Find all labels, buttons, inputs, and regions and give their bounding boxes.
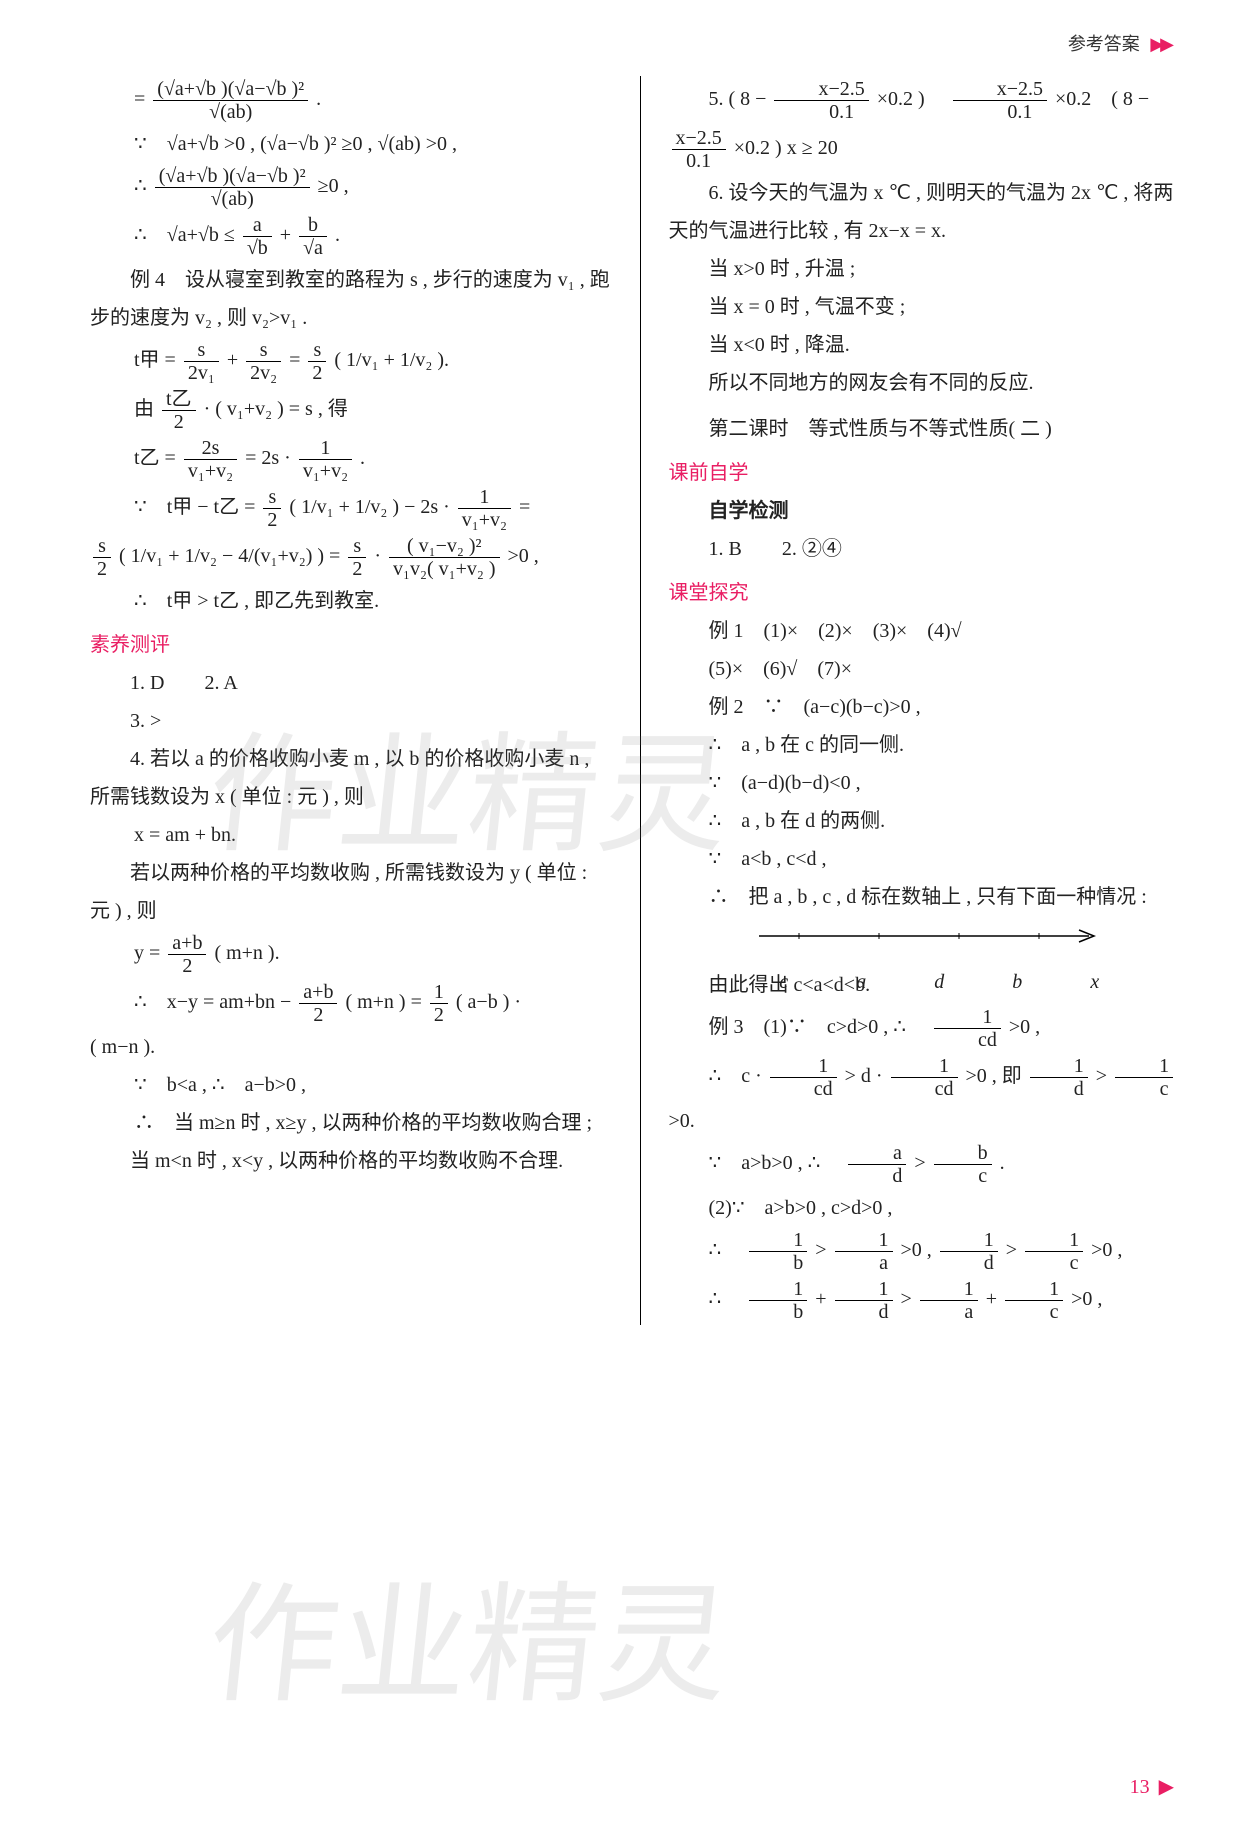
eq1: = (√a+√b )(√a−√b )²√(ab) . [134,76,612,125]
line3: ∴ (√a+√b )(√a−√b )²√(ab) ≥0 , [134,163,612,212]
p4-y: y = a+b2 ( m+n ). [134,930,612,979]
left-column: = (√a+√b )(√a−√b )²√(ab) . ∵ √a+√b >0 , … [90,76,641,1325]
zx-answers: 1. B 2. ②④ [669,530,1191,568]
kttj-title: 课堂探究 [669,574,1191,612]
p5-line1: 5. ( 8 − x−2.50.1 ×0.2 ) x−2.50.1 ×0.2 (… [669,76,1191,125]
p6-l2: 当 x = 0 时 , 气温不变 ; [669,288,1191,326]
ex2-a: 例 2 ∵ (a−c)(b−c)>0 , [669,688,1191,726]
p4-intro: 4. 若以 a 的价格收购小麦 m , 以 b 的价格收购小麦 n , 所需钱数… [90,740,612,816]
p6-l1: 当 x>0 时 , 升温 ; [669,250,1191,288]
sycp-title: 素养测评 [90,626,612,664]
right-column: 5. ( 8 − x−2.50.1 ×0.2 ) x−2.50.1 ×0.2 (… [641,76,1191,1325]
ex2-b: ∴ a , b 在 c 的同一侧. [669,726,1191,764]
ex2-e: ∵ a<b , c<d , [669,840,1191,878]
line2: ∵ √a+√b >0 , (√a−√b )² ≥0 , √(ab) >0 , [134,125,612,163]
t-jia: t甲 = s2v₁ + s2v₂ = s2 ( 1/v₁ + 1/v₂ ). [134,337,612,386]
ex2-c: ∵ (a−d)(b−d)<0 , [669,764,1191,802]
watermark-2: 作业精灵 [200,1540,740,1728]
page-number: 13 ▶ [1130,1774,1170,1799]
p4-case1: ∴ 当 m≥n 时 , x≥y , 以两种价格的平均数收购合理 ; [134,1104,612,1142]
ex2-d: ∴ a , b 在 d 的两侧. [669,802,1191,840]
yz-line: 由 t乙2 · ( v₁+v₂ ) = s , 得 [134,386,612,435]
content-columns: = (√a+√b )(√a−√b )²√(ab) . ∵ √a+√b >0 , … [90,76,1190,1325]
diff-line2: s2 ( 1/v₁ + 1/v₂ − 4/(v₁+v₂) ) = s2 · ( … [90,533,612,582]
header-label: 参考答案 [1068,34,1140,54]
p4-b: 若以两种价格的平均数收购 , 所需钱数设为 y ( 单位 : 元 ) , 则 [90,854,612,930]
answer-3: 3. > [90,702,612,740]
ex3-c: ∵ a>b>0 , ∴ ad > bc . [669,1140,1191,1189]
zxjc-title: 自学检测 [669,492,1191,530]
ex1-a: 例 1 (1)× (2)× (3)× (4)√ [669,612,1191,650]
ex3-d: (2)∵ a>b>0 , c>d>0 , [669,1189,1191,1227]
lesson-title: 第二课时 等式性质与不等式性质( 二 ) [669,410,1191,448]
conclusion: ∴ t甲 > t乙 , 即乙先到教室. [134,582,612,620]
p6-c: 所以不同地方的网友会有不同的反应. [669,364,1191,402]
p4-mn: ( m−n ). [90,1028,612,1066]
ex3-a: 例 3 (1)∵ c>d>0 , ∴ 1cd >0 , [669,1004,1191,1053]
ex3-b: ∴ c · 1cd > d · 1cd >0 , 即 1d > 1c >0. [669,1053,1191,1140]
p4-case2: 当 m<n 时 , x<y , 以两种价格的平均数收购不合理. [90,1142,612,1180]
p6-l3: 当 x<0 时 , 降温. [669,326,1191,364]
ex3-e: ∴ 1b > 1a >0 , 1d > 1c >0 , [669,1227,1191,1276]
answer-1-2: 1. D 2. A [90,664,612,702]
ex2-f: ∴ 把 a , b , c , d 标在数轴上 , 只有下面一种情况 : [669,878,1191,916]
p4-xy: ∴ x−y = am+bn − a+b2 ( m+n ) = 12 ( a−b … [134,979,612,1028]
page-header: 参考答案 ▶▶ [90,30,1190,56]
ex1-b: (5)× (6)√ (7)× [669,650,1191,688]
p4-bc: ∵ b<a , ∴ a−b>0 , [134,1066,612,1104]
line4: ∴ √a+√b ≤ a√b + b√a . [134,212,612,261]
p6-a: 6. 设今天的气温为 x ℃ , 则明天的气温为 2x ℃ , 将两天的气温进行… [669,174,1191,250]
number-line: c a d b x [749,926,1109,956]
t-yi: t乙 = 2sv₁+v₂ = 2s · 1v₁+v₂ . [134,435,612,484]
diff-line1: ∵ t甲 − t乙 = s2 ( 1/v₁ + 1/v₂ ) − 2s · 1v… [134,484,612,533]
page: 参考答案 ▶▶ 作业精灵 作业精灵 = (√a+√b )(√a−√b )²√(a… [0,0,1250,1829]
kqzx-title: 课前自学 [669,454,1191,492]
p4-eq1: x = am + bn. [134,816,612,854]
ex4-intro: 例 4 设从寝室到教室的路程为 s , 步行的速度为 v₁ , 跑步的速度为 v… [90,261,612,337]
ex3-f: ∴ 1b + 1d > 1a + 1c >0 , [669,1276,1191,1325]
numline-labels: c a d b x [749,963,1109,1001]
p5-line2: x−2.50.1 ×0.2 ) x ≥ 20 [669,125,1191,174]
header-marker: ▶▶ [1150,34,1170,54]
